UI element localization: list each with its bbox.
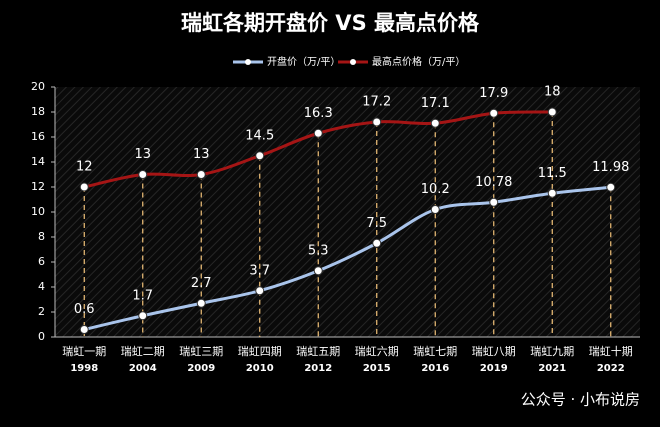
chart-title: 瑞虹各期开盘价 VS 最高点价格 — [181, 11, 480, 35]
point — [79, 182, 89, 192]
legend-marker — [350, 59, 356, 65]
y-tick-label: 2 — [38, 305, 45, 318]
legend-label: 最高点价格（万/平） — [372, 55, 465, 68]
y-tick-label: 10 — [31, 205, 45, 218]
x-tick-year: 2021 — [538, 363, 566, 374]
value-label: 5.3 — [308, 243, 329, 258]
y-tick-label: 20 — [31, 80, 45, 93]
x-tick-label: 瑞虹八期 — [472, 344, 516, 358]
value-label: 0.6 — [74, 302, 95, 317]
x-tick-label: 瑞虹二期 — [121, 344, 165, 358]
point — [313, 266, 323, 276]
watermark: 公众号 · 小布说房 — [521, 391, 640, 409]
point — [255, 286, 265, 296]
value-label: 1.7 — [132, 288, 153, 303]
point — [255, 151, 265, 161]
point — [489, 197, 499, 207]
y-tick-label: 16 — [31, 130, 45, 143]
point — [606, 182, 616, 192]
value-label: 17.9 — [479, 86, 508, 101]
plot-area — [55, 87, 640, 337]
value-label: 11.5 — [538, 166, 567, 181]
point — [489, 108, 499, 118]
legend-label: 开盘价（万/平） — [267, 55, 340, 68]
value-label: 17.1 — [421, 96, 450, 111]
x-tick-year: 2010 — [246, 363, 274, 374]
y-tick-label: 14 — [31, 155, 45, 168]
point — [138, 311, 148, 321]
value-label: 13 — [193, 147, 210, 162]
x-tick-year: 1998 — [70, 363, 98, 374]
value-label: 13 — [134, 147, 151, 162]
x-tick-year: 2022 — [597, 363, 625, 374]
legend-marker — [245, 59, 251, 65]
x-tick-label: 瑞虹四期 — [238, 344, 282, 358]
value-label: 2.7 — [191, 276, 212, 291]
point — [430, 205, 440, 214]
value-label: 7.5 — [366, 216, 387, 231]
value-label: 11.98 — [592, 160, 629, 175]
point — [372, 117, 382, 127]
value-label: 17.2 — [362, 95, 391, 110]
x-tick-year: 2016 — [421, 363, 449, 374]
x-tick-label: 瑞虹九期 — [530, 344, 574, 358]
y-tick-label: 8 — [38, 230, 45, 243]
y-tick-label: 12 — [31, 180, 45, 193]
x-tick-label: 瑞虹一期 — [62, 344, 106, 358]
y-tick-label: 4 — [38, 280, 45, 293]
point — [430, 118, 440, 128]
x-tick-label: 瑞虹六期 — [355, 344, 399, 358]
value-label: 10.2 — [421, 182, 450, 197]
x-tick-label: 瑞虹十期 — [589, 344, 633, 358]
point — [196, 170, 206, 179]
value-label: 18 — [544, 85, 561, 100]
point — [547, 107, 557, 117]
x-tick-label: 瑞虹五期 — [296, 344, 340, 358]
x-tick-label: 瑞虹七期 — [413, 344, 457, 358]
point — [196, 298, 206, 308]
x-tick-label: 瑞虹三期 — [179, 344, 223, 358]
point — [79, 325, 89, 334]
x-tick-year: 2012 — [304, 363, 332, 374]
point — [313, 128, 323, 138]
y-tick-label: 6 — [38, 255, 45, 268]
value-label: 14.5 — [245, 128, 274, 143]
series-line — [83, 185, 611, 331]
value-label: 16.3 — [304, 106, 333, 121]
point — [547, 188, 557, 198]
y-tick-label: 18 — [31, 105, 45, 118]
x-tick-year: 2015 — [363, 363, 391, 374]
point — [138, 170, 148, 179]
point — [372, 238, 382, 248]
value-label: 10.78 — [475, 175, 512, 190]
x-tick-year: 2004 — [129, 363, 157, 374]
x-tick-year: 2009 — [187, 363, 215, 374]
value-label: 3.7 — [249, 263, 270, 278]
y-tick-label: 0 — [38, 330, 45, 343]
value-label: 12 — [76, 160, 93, 175]
x-tick-year: 2019 — [480, 363, 508, 374]
